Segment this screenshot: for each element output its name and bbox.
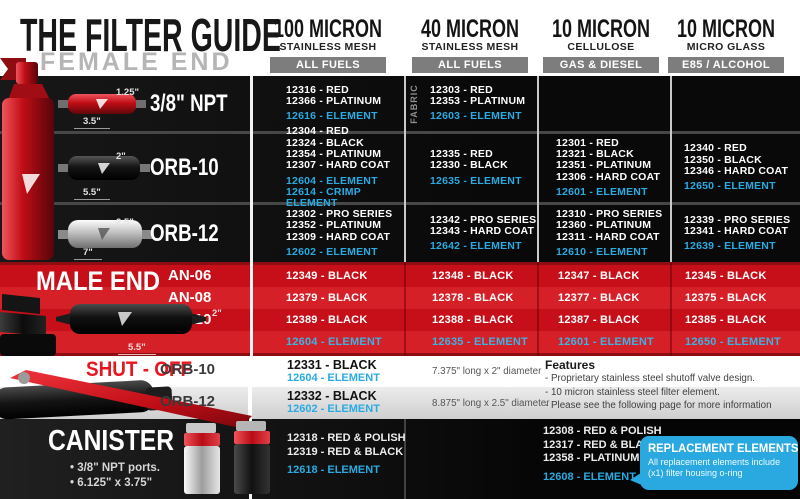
dimension-label: 2" bbox=[212, 308, 222, 319]
divider bbox=[404, 419, 406, 499]
table-row-an06: AN-06 12349 - BLACK 12348 - BLACK 12347 … bbox=[0, 265, 800, 287]
parts-cell-empty bbox=[538, 76, 672, 131]
dimension-label: 5.5" bbox=[74, 187, 110, 200]
column-header-10-micron-micro-glass: 10 MICRON MICRO GLASS E85 / ALCOHOL bbox=[651, 17, 800, 73]
row-label-shutoff-orb12: ORB-12 bbox=[160, 393, 216, 410]
dimension-label: 5.5" bbox=[118, 342, 156, 355]
divider bbox=[250, 262, 253, 356]
row-label-orb12: ORB-12 bbox=[150, 219, 219, 247]
row-label-orb10: ORB-10 bbox=[150, 154, 219, 181]
parts-cell: 12332 - BLACK 12602 - ELEMENT bbox=[287, 389, 380, 416]
shut-off-valve-image bbox=[0, 370, 252, 428]
divider bbox=[404, 76, 406, 262]
column-header-100-micron: 100 MICRON STAINLESS MESH ALL FUELS bbox=[253, 17, 403, 73]
divider bbox=[537, 262, 539, 356]
table-row-npt: 1.25" 3.5" 3/8" NPT FABRIC 12316 - RED 1… bbox=[0, 76, 800, 131]
row-label-shutoff-orb10: ORB-10 bbox=[160, 361, 216, 378]
parts-cell: 12301 - RED 12321 - BLACK 12351 - PLATIN… bbox=[556, 136, 661, 198]
male-end-filter-image bbox=[56, 304, 206, 334]
parts-cell: 12303 - RED 12353 - PLATINUM 12603 - ELE… bbox=[430, 83, 526, 123]
parts-cell: 12342 - PRO SERIES 12343 - HARD COAT 126… bbox=[430, 213, 537, 253]
canister-section-label: CANISTER bbox=[48, 425, 174, 457]
row-label-npt: 3/8" NPT bbox=[150, 89, 228, 117]
features-block: Features - Proprietary stainless steel s… bbox=[545, 358, 772, 411]
divider bbox=[670, 262, 672, 356]
column-header-10-micron-cellulose: 10 MICRON CELLULOSE GAS & DIESEL bbox=[526, 17, 676, 73]
parts-cell: 12304 - RED 12324 - BLACK 12354 - PLATIN… bbox=[286, 125, 391, 210]
parts-cell: 12335 - RED 12330 - BLACK 12635 - ELEMEN… bbox=[430, 148, 522, 187]
band-edge bbox=[0, 262, 800, 265]
parts-cell: 12318 - RED & POLISH 12319 - RED & BLACK… bbox=[287, 432, 406, 476]
divider bbox=[250, 76, 253, 262]
parts-cell-empty bbox=[672, 76, 800, 131]
red-inline-filter-image bbox=[58, 93, 146, 114]
dimension-label: 3.5" bbox=[74, 116, 110, 129]
black-inline-filter-image bbox=[58, 156, 150, 180]
dimension-note: 7.375" long x 2" diameter bbox=[432, 366, 542, 377]
parts-cell: 12339 - PRO SERIES 12341 - HARD COAT 126… bbox=[684, 213, 791, 253]
divider bbox=[670, 76, 672, 262]
table-row-an08: AN-08 12379 - BLACK 12378 - BLACK 12377 … bbox=[0, 287, 800, 309]
divider bbox=[404, 262, 406, 356]
dimension-label: 2" bbox=[116, 151, 126, 162]
column-header-40-micron: 40 MICRON STAINLESS MESH ALL FUELS bbox=[395, 17, 545, 73]
dimension-label: 1.25" bbox=[116, 86, 139, 98]
table-row-orb10: 2" 5.5" ORB-10 12304 - RED 12324 - BLACK… bbox=[0, 125, 800, 210]
divider bbox=[537, 76, 539, 262]
fuel-badge: GAS & DIESEL bbox=[543, 57, 659, 73]
parts-cell: 12316 - RED 12366 - PLATINUM 12616 - ELE… bbox=[286, 83, 382, 123]
parts-cell: 12310 - PRO SERIES 12360 - PLATINUM 1231… bbox=[556, 207, 663, 258]
fuel-badge: ALL FUELS bbox=[412, 57, 528, 73]
dimension-label: 2.5" bbox=[116, 216, 134, 228]
red-canister-image bbox=[0, 58, 54, 260]
parts-cell: 12302 - PRO SERIES 12352 - PLATINUM 1230… bbox=[286, 207, 393, 258]
male-end-section-label: MALE END bbox=[36, 266, 161, 296]
parts-cell: 12331 - BLACK 12604 - ELEMENT bbox=[287, 358, 380, 385]
replacement-elements-callout: REPLACEMENT ELEMENTS All replacement ele… bbox=[630, 436, 798, 490]
table-row-male-elements: 12604 - ELEMENT 12635 - ELEMENT 12601 - … bbox=[0, 331, 800, 353]
row-separator bbox=[0, 131, 800, 134]
band-edge bbox=[0, 353, 800, 356]
chrome-inline-filter-image bbox=[58, 219, 154, 248]
female-end-section: 1.25" 3.5" 3/8" NPT FABRIC 12316 - RED 1… bbox=[0, 76, 800, 262]
canister-filters-image bbox=[184, 421, 270, 494]
female-end-section-label: FEMALE END bbox=[40, 48, 233, 76]
divider bbox=[248, 387, 252, 419]
canister-specs: • 3/8" NPT ports. • 6.125" x 3.75" bbox=[70, 462, 160, 489]
shut-off-section-label: SHUT - OFF bbox=[86, 358, 193, 381]
canister-section: CANISTER • 3/8" NPT ports. • 6.125" x 3.… bbox=[0, 419, 800, 499]
row-separator bbox=[0, 202, 800, 205]
dimension-note: 8.875" long x 2.5" diameter bbox=[432, 398, 550, 409]
table-row-orb12: 2.5" 7" ORB-12 12302 - PRO SERIES 12352 … bbox=[0, 205, 800, 262]
dimension-label: 7" bbox=[74, 247, 102, 260]
page-title: THE FILTER GUIDE bbox=[20, 9, 281, 61]
parts-cell: 12340 - RED 12350 - BLACK 12346 - HARD C… bbox=[684, 142, 789, 193]
black-an-fitting-image bbox=[0, 294, 56, 356]
fuel-badge: ALL FUELS bbox=[270, 57, 386, 73]
fuel-badge: E85 / ALCOHOL bbox=[668, 57, 784, 73]
